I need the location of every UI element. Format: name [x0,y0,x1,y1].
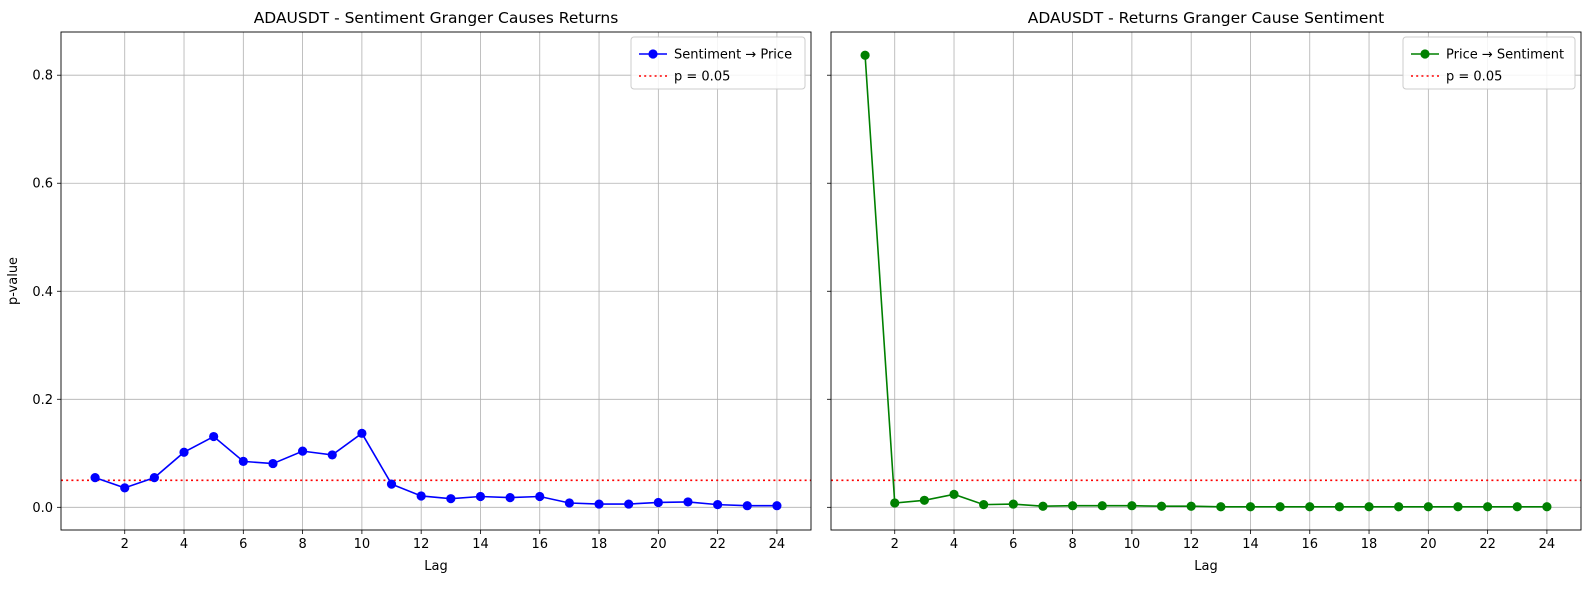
x-tick-label: 20 [1420,537,1437,552]
data-point [1216,502,1226,512]
x-tick-label: 8 [1068,537,1076,552]
data-point [416,491,426,501]
data-point [890,498,900,508]
data-point [357,428,367,438]
x-tick-label: 10 [354,537,371,552]
y-tick-label: 0.6 [32,177,53,192]
x-tick-label: 16 [1301,537,1318,552]
x-tick-label: 14 [1242,537,1259,552]
data-point [149,473,159,483]
x-tick-label: 18 [1361,537,1378,552]
x-tick-label: 14 [472,537,489,552]
data-point [1068,501,1078,511]
y-tick-label: 0.0 [32,501,53,516]
chart-panel-1: 2 4 6 8 10 12 14 16 18 20 22 240.00.20.40.60.8ADAUS… [6,9,812,574]
data-point [1512,502,1522,512]
data-point [713,500,723,510]
data-point [238,456,248,467]
legend-box [630,36,806,90]
data-point [1127,501,1137,511]
x-tick-label: 22 [1479,537,1496,552]
data-point [1394,502,1404,512]
data-point [1423,502,1433,512]
x-tick-label: 8 [298,537,306,552]
x-tick-label: 20 [650,537,667,552]
data-point [860,50,870,60]
x-tick-label: 10 [1124,537,1141,552]
data-point [742,501,752,511]
x-tick-label: 6 [1009,537,1017,552]
x-axis-label: Lag [424,559,447,574]
legend: Sentiment → Price p = 0.05 [630,36,806,90]
data-point [1156,501,1167,511]
data-point [1097,501,1107,511]
legend-label: p = 0.05 [674,70,730,85]
plot-area-frame [60,31,812,531]
data-point [1245,502,1256,512]
x-tick-label: 12 [413,537,430,552]
x-tick-label: 18 [591,537,608,552]
data-point [1186,501,1196,511]
chart-title: ADAUSDT - Sentiment Granger Causes Retur… [254,9,619,27]
legend-swatch-marker [648,49,658,59]
x-tick-label: 16 [531,537,548,552]
data-point [298,446,308,456]
data-point [1008,499,1018,509]
data-point [120,483,130,493]
data-point [327,450,337,460]
data-point [268,458,278,469]
data-point [505,492,515,503]
data-point [90,473,100,483]
data-point [209,431,219,442]
data-point [564,498,574,508]
plot-area-frame [830,31,1582,531]
data-point [624,499,634,509]
y-tick-label: 0.2 [32,393,53,408]
data-point [535,491,545,502]
data-point [1275,502,1285,512]
data-point [772,501,782,511]
legend-label: Sentiment → Price [674,48,792,63]
legend-label: Price → Sentiment [1446,48,1564,63]
data-point [179,447,189,457]
data-point [386,479,397,489]
data-point [919,495,929,505]
data-point [475,491,486,502]
data-point [1483,502,1493,512]
x-tick-label: 24 [1539,537,1556,552]
x-tick-label: 6 [239,537,247,552]
data-point [979,500,989,510]
x-tick-label: 4 [180,537,188,552]
chart-title: ADAUSDT - Returns Granger Cause Sentimen… [1028,9,1385,27]
data-point [1038,501,1048,511]
legend: Price → Sentiment p = 0.05 [1402,36,1576,90]
data-point [949,489,959,499]
series-line [864,55,1547,508]
data-point [594,499,604,509]
data-point [1305,502,1315,512]
y-axis-label: p-value [6,257,21,305]
legend-box [1402,36,1576,90]
x-tick-label: 4 [950,537,958,552]
data-point [1542,502,1552,512]
data-point [1364,502,1374,512]
x-tick-label: 12 [1183,537,1200,552]
data-point [683,497,693,507]
x-tick-label: 2 [121,537,129,552]
y-tick-label: 0.8 [32,69,53,84]
x-tick-label: 22 [709,537,726,552]
data-point [446,494,456,504]
data-point [1453,502,1463,512]
x-axis-label: Lag [1194,559,1217,574]
series-line [94,432,777,507]
data-point [653,497,663,508]
legend-swatch-marker [1420,49,1430,59]
data-point [1334,502,1344,512]
y-tick-label: 0.4 [32,285,53,300]
x-tick-label: 24 [769,537,786,552]
x-tick-label: 2 [891,537,899,552]
legend-label: p = 0.05 [1446,70,1502,85]
